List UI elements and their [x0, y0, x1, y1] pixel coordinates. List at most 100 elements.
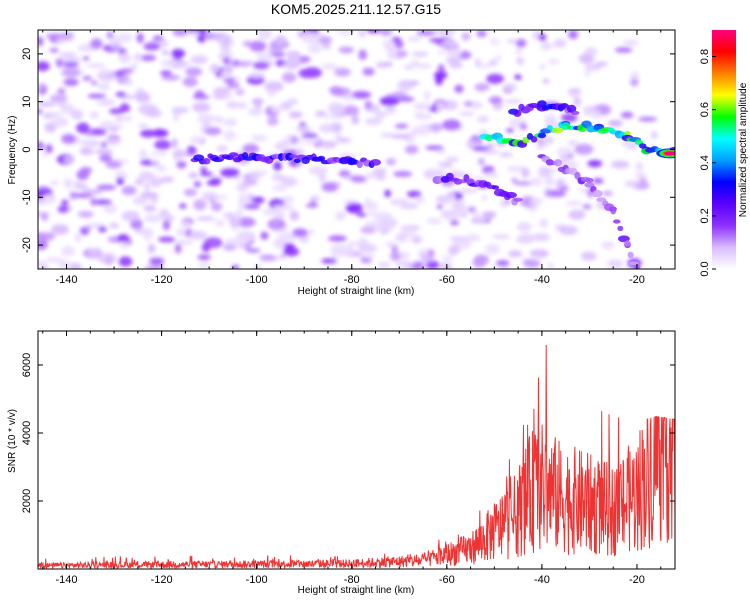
- heatmap-blob: [83, 225, 92, 231]
- heatmap-blob: [360, 254, 376, 259]
- heatmap-blob: [315, 110, 327, 117]
- heatmap-blob: [267, 116, 279, 126]
- ridge-segment: [491, 185, 500, 190]
- heatmap-blob: [538, 43, 554, 50]
- heatmap-blob: [87, 93, 107, 99]
- ridge-segment: [617, 225, 624, 231]
- heatmap-blob: [470, 101, 483, 109]
- heatmap-blob: [183, 188, 198, 197]
- heatmap-blob: [61, 133, 76, 144]
- heatmap-blob: [104, 139, 121, 146]
- heatmap-blob: [394, 123, 409, 129]
- heatmap-blob: [404, 145, 419, 154]
- heatmap-blob: [607, 119, 623, 127]
- heatmap-blob: [49, 47, 59, 53]
- heatmap-blob: [463, 101, 473, 107]
- heatmap-blob: [379, 96, 399, 106]
- chart-title: KOM5.2025.211.12.57.G15: [271, 1, 441, 17]
- heatmap-blob: [397, 80, 414, 91]
- heatmap-blob: [336, 30, 355, 35]
- heatmap-blob: [507, 165, 526, 172]
- heatmap-blob: [193, 199, 207, 211]
- heatmap-blob: [436, 204, 443, 210]
- heatmap-blob: [301, 133, 319, 138]
- heatmap-blob: [407, 36, 423, 42]
- heatmap-blob: [38, 83, 46, 92]
- heatmap-blob: [236, 209, 243, 220]
- heatmap-blob: [459, 111, 475, 117]
- heatmap-blob: [345, 202, 364, 214]
- heatmap-blob: [568, 30, 579, 40]
- x-tick-label: -20: [629, 274, 645, 286]
- ridge-segment: [585, 177, 594, 183]
- heatmap-blob: [441, 255, 454, 261]
- heatmap-blob: [160, 176, 175, 183]
- heatmap-blob: [257, 30, 272, 40]
- heatmap-blob: [436, 102, 445, 112]
- heatmap-blob: [289, 210, 300, 221]
- heatmap-blob: [171, 106, 189, 114]
- x-tick-label: -80: [344, 574, 360, 586]
- heatmap-blob: [440, 162, 454, 168]
- snr-series-line: [38, 344, 675, 569]
- heatmap-blob: [201, 191, 218, 202]
- heatmap-blob: [192, 102, 211, 113]
- heatmap-blob: [175, 149, 183, 158]
- heatmap-blob: [237, 193, 250, 205]
- heatmap-blob: [264, 81, 284, 92]
- heatmap-blob: [515, 48, 523, 55]
- heatmap-blob: [176, 228, 188, 236]
- y-tick-label: -10: [21, 189, 33, 205]
- heatmap-blob: [242, 41, 253, 47]
- heatmap-blob: [98, 120, 117, 130]
- colorbar-tick-label: 0.4: [699, 155, 711, 170]
- heatmap-blob: [523, 259, 541, 268]
- heatmap-blob: [502, 83, 518, 91]
- heatmap-blob: [415, 196, 425, 204]
- heatmap-blob: [425, 260, 440, 269]
- heatmap-blob: [472, 146, 490, 151]
- heatmap-blob: [425, 145, 444, 150]
- heatmap-blob: [435, 195, 453, 204]
- heatmap-blob: [453, 207, 463, 214]
- heatmap-blob: [58, 52, 77, 57]
- heatmap-blob: [283, 58, 301, 70]
- heatmap-blob: [323, 114, 342, 119]
- heatmap-blob: [329, 86, 343, 95]
- heatmap-blob: [138, 123, 149, 128]
- heatmap-blob: [108, 222, 120, 229]
- ridge-segment: [613, 219, 621, 224]
- heatmap-blob: [485, 171, 499, 179]
- heatmap-blob: [200, 166, 207, 173]
- heatmap-blob: [120, 105, 131, 112]
- heatmap-blob: [38, 61, 50, 72]
- ridge-segment: [293, 158, 301, 163]
- heatmap-blob: [161, 74, 181, 81]
- heatmap-blob: [301, 139, 320, 145]
- heatmap-blob: [63, 62, 80, 67]
- heatmap-blob: [490, 96, 502, 105]
- heatmap-blob: [176, 160, 187, 169]
- heatmap-blob: [299, 122, 306, 127]
- x-tick-label: -140: [56, 274, 78, 286]
- heatmap-blob: [98, 226, 107, 233]
- heatmap-blob: [592, 178, 604, 184]
- heatmap-blob: [273, 204, 282, 212]
- heatmap-blob: [174, 243, 182, 254]
- heatmap-blob: [456, 199, 466, 207]
- heatmap-blob: [446, 48, 462, 58]
- heatmap-blob: [235, 88, 245, 96]
- snr-panel: -140 -120 -100 -80 -60 -40 -20 2000 4000 6000 He…: [7, 330, 676, 596]
- heatmap-blob: [134, 178, 144, 186]
- heatmap-blob: [578, 53, 595, 64]
- heatmap-blob: [181, 220, 192, 229]
- heatmap-blob: [116, 33, 133, 43]
- heatmap-blob: [197, 254, 211, 261]
- heatmap-blob: [97, 82, 111, 91]
- heatmap-blob: [357, 243, 378, 253]
- heatmap-blob: [143, 205, 157, 212]
- heatmap-blob: [173, 111, 180, 122]
- heatmap-blob: [412, 51, 429, 57]
- heatmap-blob: [504, 199, 512, 204]
- heatmap-blob: [96, 184, 117, 191]
